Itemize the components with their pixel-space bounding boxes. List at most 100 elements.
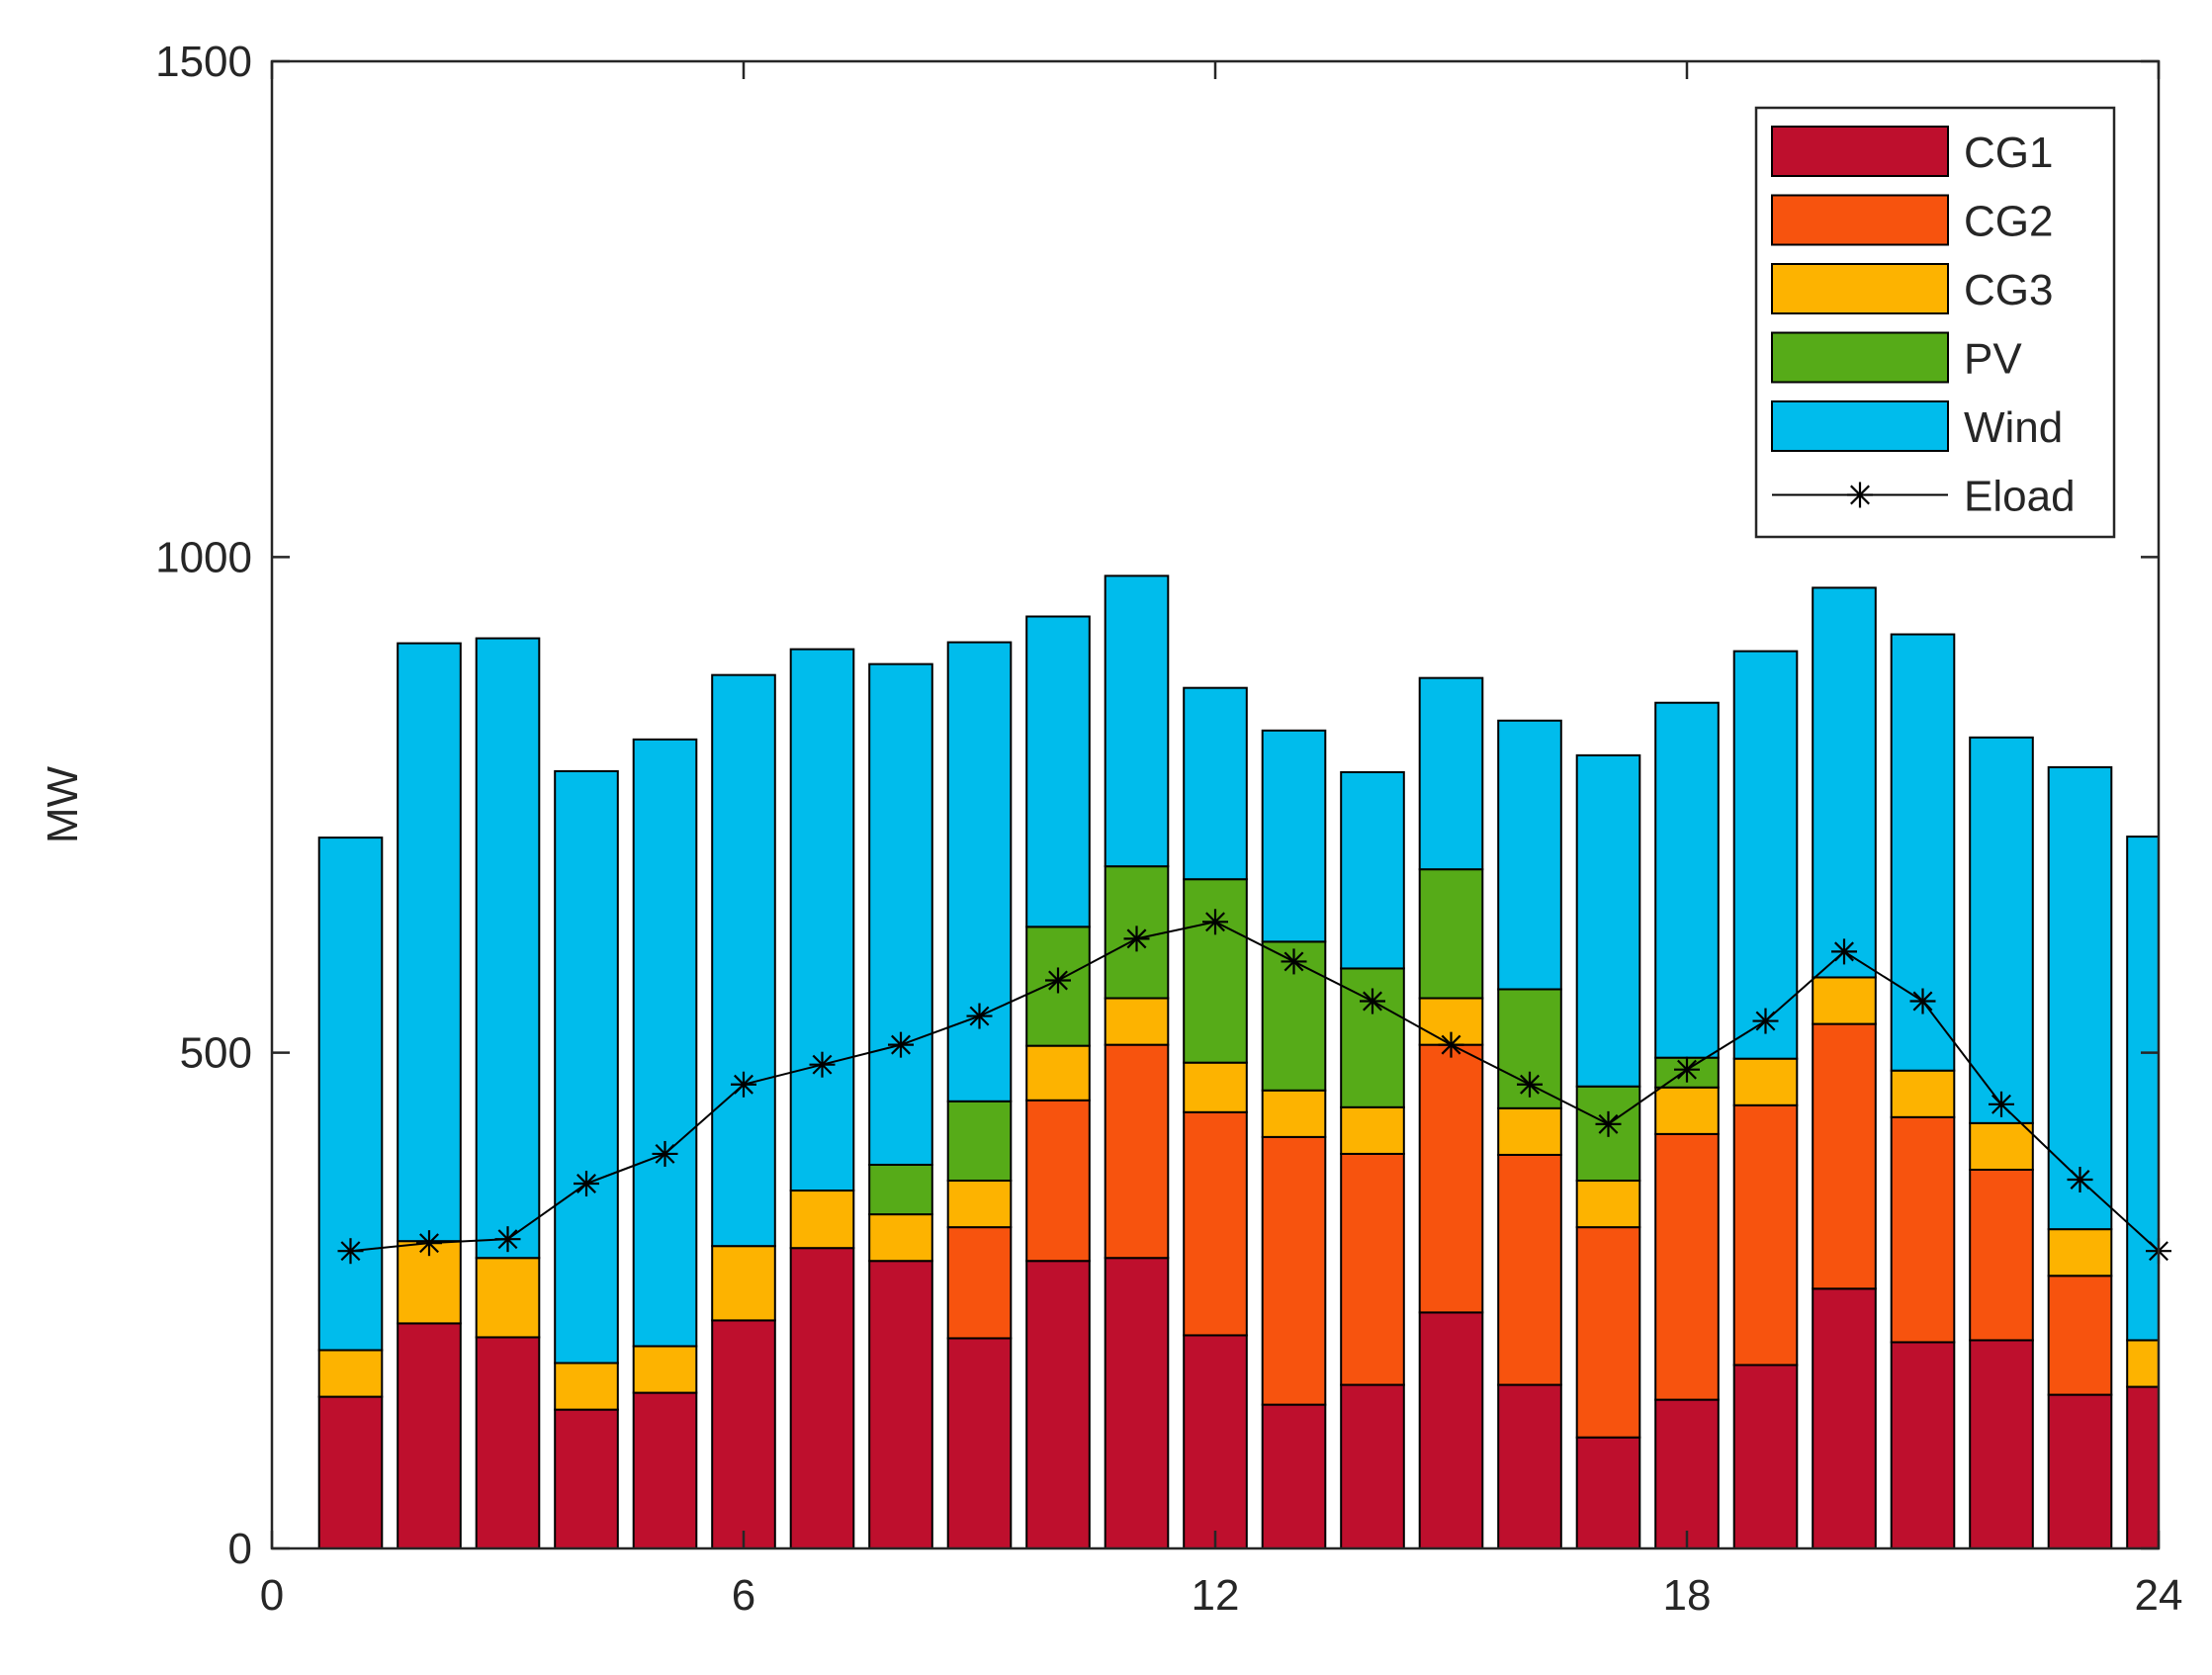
bar-cg2-hour-14: [1340, 1152, 1405, 1386]
bar-cg1-hour-8: [868, 1260, 933, 1548]
bar-group: [317, 574, 2159, 1548]
bar-cg3-hour-1: [317, 1349, 384, 1398]
bar-cg2-hour-22: [1969, 1168, 2034, 1342]
bar-cg1-hour-15: [1418, 1311, 1484, 1548]
bar-wind-hour-19: [1732, 650, 1799, 1060]
eload-marker-hour-17: [1595, 1110, 1622, 1137]
bar-cg3-hour-21: [1890, 1069, 1956, 1118]
bar-cg3-hour-20: [1812, 976, 1877, 1025]
bar-cg2-hour-19: [1732, 1103, 1799, 1366]
bar-cg2-hour-20: [1812, 1022, 1877, 1290]
legend-item-cg2: CG2: [1771, 194, 2053, 246]
legend-label-cg2: CG2: [1964, 198, 2053, 246]
eload-marker-hour-3: [494, 1226, 521, 1253]
bar-cg3-hour-23: [2047, 1228, 2113, 1278]
bar-cg1-hour-19: [1732, 1364, 1799, 1548]
bar-pv-hour-13: [1261, 940, 1327, 1092]
bar-cg2-hour-21: [1890, 1115, 1956, 1344]
bar-wind-hour-5: [632, 738, 698, 1348]
bar-cg3-hour-6: [711, 1245, 776, 1322]
bar-wind-hour-4: [554, 769, 619, 1365]
x-tick-label: 18: [1663, 1571, 1712, 1620]
bar-cg1-hour-11: [1104, 1257, 1170, 1548]
bar-wind-hour-22: [1969, 736, 2034, 1124]
bar-cg1-hour-6: [711, 1319, 776, 1548]
bar-pv-hour-12: [1183, 878, 1248, 1064]
bar-cg2-hour-16: [1497, 1153, 1562, 1386]
eload-marker-hour-9: [966, 1003, 993, 1029]
bar-cg1-hour-7: [789, 1247, 855, 1548]
bar-cg1-hour-23: [2047, 1393, 2113, 1548]
bar-cg3-hour-11: [1104, 997, 1170, 1046]
eload-marker-hour-12: [1202, 909, 1228, 935]
legend-swatch-cg1: [1771, 126, 1949, 177]
legend-label-pv: PV: [1964, 335, 2022, 384]
x-tick-label: 24: [2135, 1571, 2183, 1620]
bar-cg1-hour-9: [946, 1337, 1013, 1548]
bar-cg3-hour-17: [1575, 1180, 1641, 1229]
y-tick-label: 1000: [155, 533, 252, 581]
x-tick-label: 0: [260, 1571, 284, 1620]
bar-wind-hour-18: [1654, 701, 1720, 1059]
bar-cg3-hour-4: [554, 1362, 619, 1411]
y-tick-label: 0: [228, 1525, 252, 1573]
legend-item-cg3: CG3: [1771, 263, 2053, 314]
legend-item-eload: Eload: [1772, 473, 2076, 521]
legend-swatch-cg3: [1771, 263, 1949, 314]
eload-marker-hour-2: [416, 1230, 442, 1257]
legend-box: [1754, 106, 2116, 539]
bar-wind-hour-15: [1418, 676, 1484, 871]
bar-cg2-hour-10: [1025, 1099, 1091, 1263]
bars-layer: [317, 574, 2159, 1548]
bar-cg1-hour-21: [1890, 1341, 1956, 1548]
bar-pv-hour-9: [946, 1100, 1013, 1183]
eload-marker-hour-22: [1989, 1091, 2014, 1117]
bar-cg2-hour-23: [2047, 1275, 2113, 1396]
legend-item-cg1: CG1: [1771, 126, 2053, 177]
bar-wind-hour-17: [1575, 753, 1641, 1088]
bar-cg1-hour-24: [2126, 1385, 2159, 1548]
eload-line-layer: [337, 909, 2171, 1265]
bar-wind-hour-7: [789, 648, 855, 1192]
axis-ticks-layer: 0 6 12 18 24 0 500 1000 1500: [155, 38, 2182, 1620]
eload-marker-hour-11: [1123, 926, 1150, 952]
bar-wind-hour-10: [1025, 615, 1091, 928]
eload-marker-hour-8: [888, 1031, 914, 1058]
eload-marker-hour-16: [1517, 1071, 1543, 1098]
legend-swatch-cg2: [1771, 194, 1949, 246]
bar-cg3-hour-16: [1497, 1106, 1562, 1156]
bar-cg3-hour-14: [1340, 1105, 1405, 1155]
bar-cg1-hour-14: [1340, 1383, 1405, 1548]
bar-cg3-hour-10: [1025, 1044, 1091, 1102]
bar-cg3-hour-9: [946, 1180, 1013, 1229]
x-tick-label: 12: [1192, 1571, 1240, 1620]
legend: CG1 CG2 CG3 PV Wind Eload: [1754, 106, 2116, 539]
legend-label-cg1: CG1: [1964, 129, 2053, 177]
eload-marker-hour-20: [1831, 938, 1857, 965]
eload-marker-hour-15: [1438, 1031, 1464, 1058]
legend-label-eload: Eload: [1964, 473, 2076, 521]
bar-cg3-hour-8: [868, 1213, 933, 1263]
bar-wind-hour-20: [1812, 586, 1877, 979]
bar-cg3-hour-12: [1183, 1061, 1248, 1113]
bar-cg1-hour-12: [1183, 1334, 1248, 1548]
eload-line: [350, 921, 2160, 1253]
eload-marker-hour-4: [574, 1171, 599, 1197]
bar-cg1-hour-13: [1261, 1403, 1327, 1548]
bar-cg3-hour-19: [1732, 1057, 1799, 1106]
bar-cg1-hour-5: [632, 1391, 698, 1548]
y-tick-label: 500: [180, 1029, 252, 1078]
bar-cg1-hour-18: [1654, 1398, 1720, 1548]
eload-marker-hour-5: [652, 1140, 678, 1167]
bar-wind-hour-16: [1497, 719, 1562, 991]
legend-item-pv: PV: [1771, 331, 2022, 384]
eload-marker-hour-7: [809, 1051, 836, 1078]
bar-cg2-hour-12: [1183, 1110, 1248, 1337]
bar-wind-hour-1: [317, 837, 384, 1352]
bar-wind-hour-13: [1261, 729, 1327, 943]
legend-swatch-pv: [1771, 331, 1949, 384]
legend-label-wind: Wind: [1964, 403, 2063, 452]
bar-cg2-hour-13: [1261, 1135, 1327, 1406]
bar-wind-hour-6: [711, 673, 776, 1248]
bar-cg3-hour-5: [632, 1345, 698, 1394]
